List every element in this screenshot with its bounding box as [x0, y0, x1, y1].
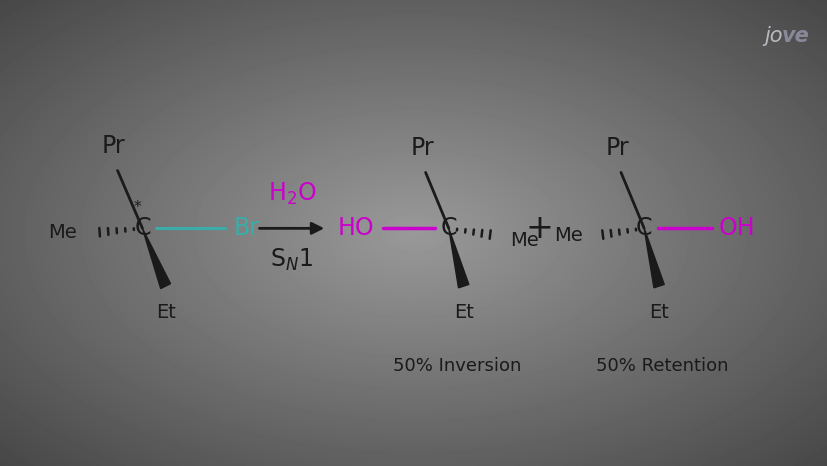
Text: HO: HO	[337, 216, 374, 240]
Text: Pr: Pr	[605, 136, 629, 160]
Polygon shape	[448, 228, 468, 288]
Text: Et: Et	[453, 303, 473, 322]
Polygon shape	[142, 228, 170, 288]
Text: 50% Inversion: 50% Inversion	[392, 357, 521, 375]
Text: Me: Me	[48, 224, 77, 242]
Text: ve: ve	[781, 26, 809, 46]
Text: OH: OH	[718, 216, 754, 240]
Text: S$_N$1: S$_N$1	[270, 247, 313, 273]
Text: H$_2$O: H$_2$O	[267, 181, 316, 207]
Polygon shape	[643, 228, 663, 288]
Text: Pr: Pr	[102, 134, 125, 158]
Text: Et: Et	[648, 303, 668, 322]
Text: 50% Retention: 50% Retention	[595, 357, 728, 375]
Text: C: C	[635, 216, 652, 240]
Text: Br: Br	[233, 216, 259, 240]
Text: Et: Et	[155, 303, 175, 322]
Text: C: C	[440, 216, 457, 240]
Text: Me: Me	[509, 231, 538, 250]
Text: jo: jo	[763, 26, 782, 46]
Text: Me: Me	[553, 226, 582, 245]
Text: *: *	[133, 200, 141, 215]
Text: Pr: Pr	[410, 136, 433, 160]
Text: C: C	[134, 216, 151, 240]
Text: +: +	[525, 212, 553, 245]
